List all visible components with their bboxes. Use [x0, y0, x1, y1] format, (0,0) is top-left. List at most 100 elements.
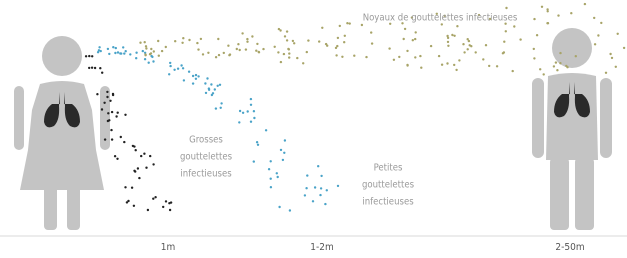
- droplet: [242, 112, 244, 114]
- page: Noyaux de gouttelettes infectieuses Gros…: [0, 0, 627, 254]
- droplet: [406, 50, 408, 52]
- droplet: [321, 27, 323, 29]
- droplet: [245, 48, 247, 50]
- droplet: [600, 22, 602, 24]
- droplet: [462, 43, 464, 45]
- droplet: [148, 62, 150, 64]
- droplet: [124, 186, 126, 188]
- droplet: [277, 176, 279, 178]
- droplet: [165, 46, 167, 48]
- droplet: [253, 110, 255, 112]
- droplet: [335, 54, 337, 56]
- droplet: [539, 68, 541, 70]
- droplet: [133, 145, 135, 147]
- droplet: [139, 42, 141, 44]
- droplet: [115, 115, 117, 117]
- droplet: [115, 47, 117, 49]
- droplet: [441, 63, 443, 65]
- droplet: [270, 160, 272, 162]
- droplet: [615, 66, 617, 68]
- droplet: [388, 47, 390, 49]
- droplet: [116, 158, 118, 160]
- droplet: [584, 3, 586, 5]
- droplet: [188, 71, 190, 73]
- droplet: [306, 51, 308, 53]
- droplet: [341, 56, 343, 58]
- droplet: [228, 54, 230, 56]
- droplet: [277, 51, 279, 53]
- aerosol-label: Noyaux de gouttelettes infectieuses: [363, 13, 518, 24]
- droplet: [292, 40, 294, 42]
- droplet: [101, 108, 103, 110]
- distance-label: 1m: [161, 242, 176, 253]
- droplet: [153, 50, 155, 52]
- droplet: [488, 65, 490, 67]
- droplet: [144, 41, 146, 43]
- droplet: [168, 202, 170, 204]
- droplet: [120, 52, 122, 54]
- droplet: [188, 39, 190, 41]
- droplet: [557, 14, 559, 16]
- small-label: infectieuses: [362, 197, 414, 208]
- droplet: [536, 34, 538, 36]
- droplet: [280, 149, 282, 151]
- droplet: [441, 23, 443, 25]
- droplet: [456, 25, 458, 27]
- droplet: [485, 44, 487, 46]
- droplet: [206, 77, 208, 79]
- droplet: [312, 200, 314, 202]
- droplet: [88, 55, 90, 57]
- droplet: [195, 74, 197, 76]
- droplet: [496, 65, 498, 67]
- droplet: [337, 185, 339, 187]
- droplet: [276, 172, 278, 174]
- droplet: [152, 163, 154, 165]
- droplet: [318, 40, 320, 42]
- droplet: [134, 170, 136, 172]
- droplet: [257, 144, 259, 146]
- droplet: [262, 48, 264, 50]
- droplet: [202, 53, 204, 55]
- droplet: [251, 35, 253, 37]
- droplet: [288, 56, 290, 58]
- droplet: [218, 54, 220, 56]
- droplet: [154, 196, 156, 198]
- droplet: [173, 69, 175, 71]
- droplet: [158, 55, 160, 57]
- droplet: [519, 38, 521, 40]
- droplet: [505, 30, 507, 32]
- droplet: [533, 18, 535, 20]
- droplet: [174, 40, 176, 42]
- droplet: [120, 136, 122, 138]
- droplet: [319, 194, 321, 196]
- droplet: [197, 75, 199, 77]
- droplet: [556, 69, 558, 71]
- droplet: [547, 22, 549, 24]
- droplet: [182, 37, 184, 39]
- droplet: [147, 209, 149, 211]
- droplet: [106, 96, 108, 98]
- droplet: [307, 39, 309, 41]
- droplet: [575, 55, 577, 57]
- droplet: [325, 43, 327, 45]
- droplet: [467, 38, 469, 40]
- droplet: [278, 28, 280, 30]
- droplet: [565, 65, 567, 67]
- droplet: [111, 138, 113, 140]
- droplet: [150, 48, 152, 50]
- droplet: [107, 112, 109, 114]
- droplet: [393, 59, 395, 61]
- droplet: [314, 186, 316, 188]
- droplet: [97, 51, 99, 53]
- droplet: [220, 102, 222, 104]
- droplet: [438, 55, 440, 57]
- droplet: [288, 48, 290, 50]
- droplet: [289, 209, 291, 211]
- droplet: [177, 68, 179, 70]
- droplet: [320, 187, 322, 189]
- droplet: [302, 62, 304, 64]
- droplet: [125, 50, 127, 52]
- droplet: [353, 55, 355, 57]
- droplet: [412, 39, 414, 41]
- droplet: [140, 155, 142, 157]
